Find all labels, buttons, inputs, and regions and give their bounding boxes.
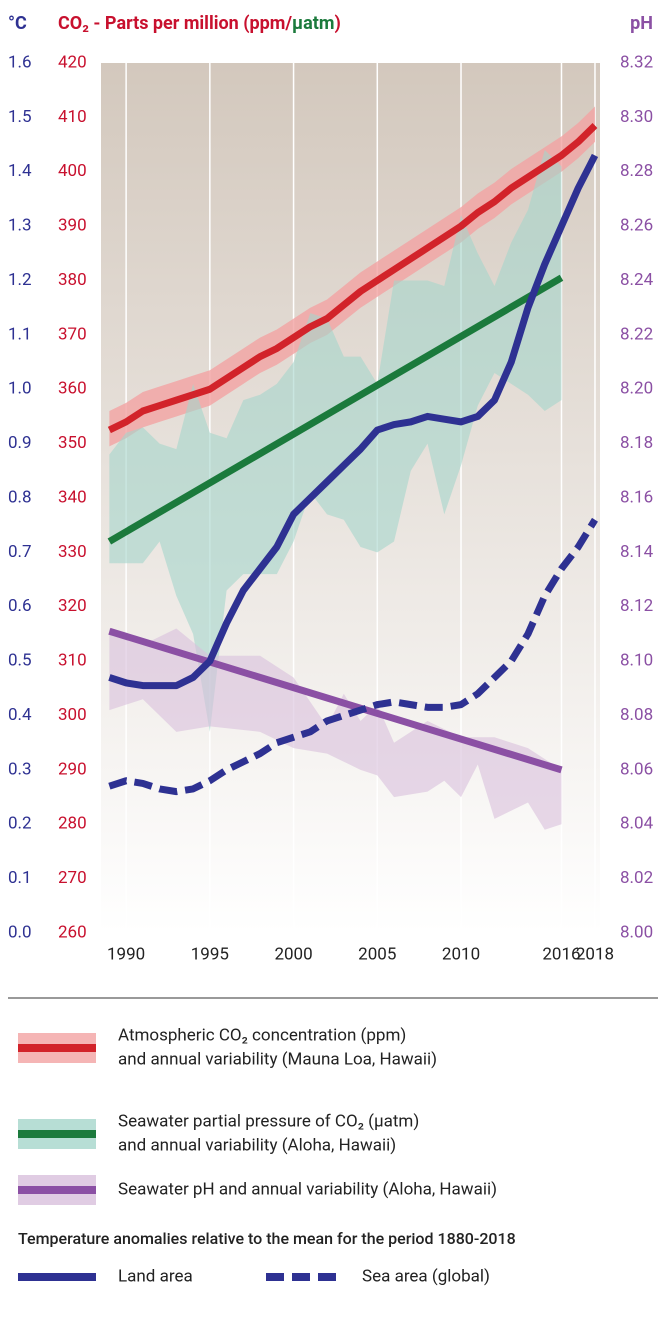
yticks-label: 350	[58, 433, 87, 453]
series-line	[107, 123, 598, 434]
y2ticks-label: 8.28	[620, 161, 653, 181]
yticks-label: 300	[58, 705, 87, 725]
yticks-label: 320	[58, 596, 87, 616]
series-line	[108, 517, 598, 796]
yticks-label: 390	[58, 216, 87, 236]
yticks-label: 410	[58, 107, 87, 127]
legend-label: and annual variability (Aloha, Hawaii)	[118, 1135, 396, 1155]
y2ticks-label: 8.00	[620, 922, 653, 942]
y3ticks-label: 0.4	[8, 705, 32, 725]
x-tick-label: 2010	[442, 944, 480, 964]
yticks-label: 310	[58, 651, 87, 671]
y2ticks-label: 8.10	[620, 651, 653, 671]
y3ticks-label: 1.0	[8, 379, 32, 399]
yticks-label: 380	[58, 270, 87, 290]
yticks-label: 400	[58, 161, 87, 181]
legend-label: Sea area (global)	[362, 1266, 490, 1286]
y2ticks-label: 8.24	[620, 270, 654, 290]
y2ticks-label: 8.16	[620, 487, 653, 507]
y3ticks-label: 1.6	[8, 52, 32, 72]
x-tick-label: 1995	[191, 944, 229, 964]
legend-heading: Temperature anomalies relative to the me…	[18, 1229, 516, 1248]
yticks-label: 260	[58, 922, 87, 942]
y3ticks-label: 0.0	[8, 922, 32, 942]
legend-label: Atmospheric CO₂ concentration (ppm)	[118, 1025, 406, 1045]
variability-band	[109, 106, 595, 447]
chart-title: CO₂ - Parts per million (ppm/µatm)	[58, 13, 341, 34]
y3ticks-label: 1.2	[8, 270, 32, 290]
y2ticks-label: 8.20	[620, 379, 653, 399]
y3ticks-label: 0.7	[8, 542, 32, 562]
variability-band	[109, 150, 562, 732]
y3ticks-label: 1.1	[8, 324, 32, 344]
series-line	[108, 627, 563, 774]
y2ticks-label: 8.26	[620, 216, 653, 236]
y2ticks-label: 8.12	[620, 596, 653, 616]
title-part: CO₂ - Parts per million (ppm/	[58, 13, 292, 34]
x-tick-label: 2000	[274, 944, 312, 964]
y3ticks-label: 1.3	[8, 216, 32, 236]
y2ticks-label: 8.18	[620, 433, 653, 453]
yticks-label: 280	[58, 814, 87, 834]
y2ticks-label: 8.30	[620, 107, 653, 127]
y2ticks-label: 8.02	[620, 868, 653, 888]
y3ticks-label: 0.9	[8, 433, 32, 453]
variability-band	[109, 628, 562, 830]
legend-label: Seawater partial pressure of CO₂ (µatm)	[118, 1111, 419, 1131]
x-tick-label: 2005	[358, 944, 396, 964]
y2ticks-label: 8.06	[620, 759, 653, 779]
series-line	[108, 153, 599, 690]
y2ticks-label: 8.22	[620, 324, 653, 344]
y3ticks-label: 1.4	[8, 161, 32, 181]
y3ticks-label: 0.8	[8, 487, 32, 507]
y2ticks-label: 8.04	[620, 814, 654, 834]
y2ticks-label: 8.32	[620, 52, 653, 72]
legend-label: Seawater pH and annual variability (Aloh…	[118, 1179, 497, 1199]
yticks-label: 420	[58, 52, 87, 72]
yticks-label: 330	[58, 542, 87, 562]
yticks-label: 340	[58, 487, 87, 507]
yticks-label: 270	[58, 868, 87, 888]
y3ticks-label: 0.1	[8, 868, 32, 888]
legend-label: and annual variability (Mauna Loa, Hawai…	[118, 1049, 437, 1069]
x-tick-label: 2018	[576, 944, 614, 964]
title-part: )	[334, 13, 340, 34]
y2ticks-label: 8.08	[620, 705, 653, 725]
y3ticks-label: 0.3	[8, 759, 32, 779]
y3ticks-label: 1.5	[8, 107, 32, 127]
title-part: µatm	[292, 13, 334, 34]
yticks-label: 360	[58, 379, 87, 399]
x-tick-label: 2016	[542, 944, 580, 964]
y2-axis-title: pH	[630, 13, 653, 34]
y3-axis-title: °C	[8, 13, 27, 34]
y3ticks-label: 0.2	[8, 814, 32, 834]
y2ticks-label: 8.14	[620, 542, 654, 562]
yticks-label: 290	[58, 759, 87, 779]
series-line	[107, 274, 564, 545]
yticks-label: 370	[58, 324, 87, 344]
legend-label: Land area	[118, 1266, 193, 1286]
y3ticks-label: 0.5	[8, 651, 32, 671]
y3ticks-label: 0.6	[8, 596, 32, 616]
x-tick-label: 1990	[107, 944, 145, 964]
